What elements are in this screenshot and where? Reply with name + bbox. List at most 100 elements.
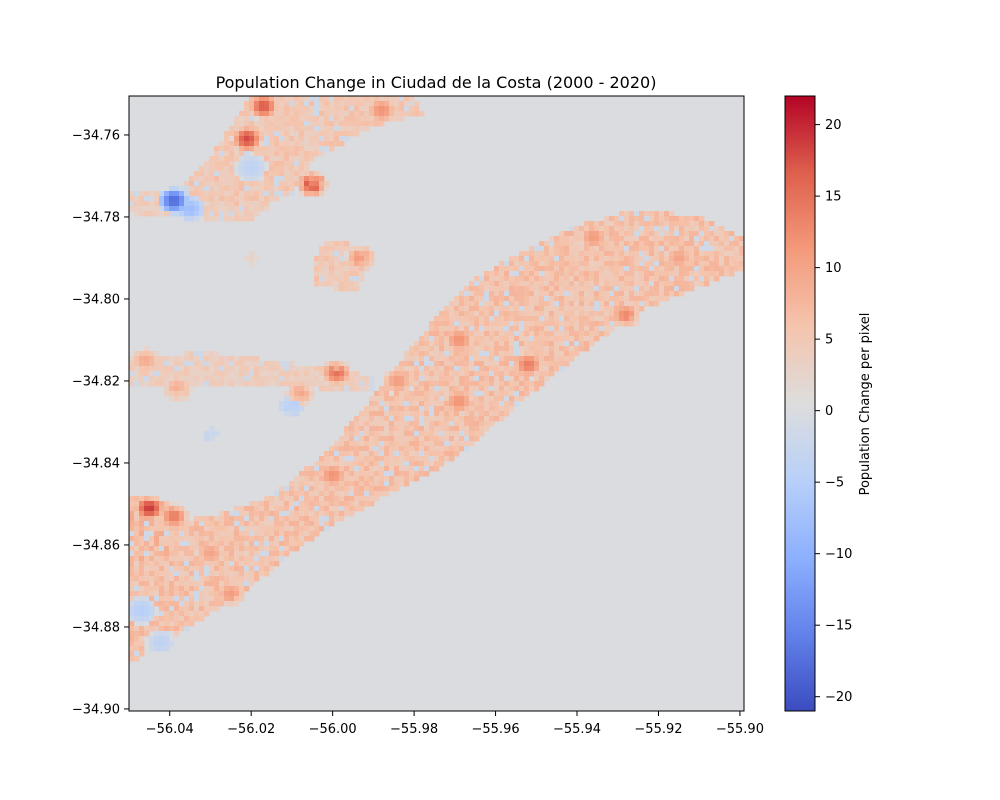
heatmap-cell: [679, 231, 685, 237]
heatmap-cell: [699, 236, 705, 242]
heatmap-cell: [384, 471, 390, 477]
heatmap-cell: [614, 316, 620, 322]
heatmap-cell: [309, 476, 315, 482]
heatmap-cell: [359, 446, 365, 452]
heatmap-cell: [329, 116, 335, 122]
heatmap-cell: [289, 106, 295, 112]
heatmap-cell: [179, 386, 185, 392]
heatmap-cell: [199, 171, 205, 177]
heatmap-cell: [484, 316, 490, 322]
heatmap-cell: [244, 206, 250, 212]
heatmap-cell: [254, 256, 260, 262]
heatmap-cell: [144, 626, 150, 632]
heatmap-cell: [469, 411, 475, 417]
heatmap-cell: [304, 476, 310, 482]
heatmap-cell: [694, 251, 700, 257]
heatmap-cell: [729, 256, 735, 262]
heatmap-cell: [189, 206, 195, 212]
heatmap-cell: [359, 246, 365, 252]
heatmap-cell: [504, 341, 510, 347]
heatmap-cell: [279, 486, 285, 492]
heatmap-cell: [139, 571, 145, 577]
heatmap-cell: [544, 291, 550, 297]
heatmap-cell: [184, 361, 190, 367]
heatmap-cell: [629, 231, 635, 237]
heatmap-cell: [219, 566, 225, 572]
heatmap-cell: [204, 211, 210, 217]
heatmap-cell: [334, 241, 340, 247]
heatmap-cell: [664, 271, 670, 277]
heatmap-cell: [234, 591, 240, 597]
heatmap-cell: [294, 376, 300, 382]
heatmap-cell: [179, 191, 185, 197]
heatmap-cell: [274, 126, 280, 132]
heatmap-cell: [234, 571, 240, 577]
heatmap-cell: [299, 491, 305, 497]
heatmap-cell: [384, 476, 390, 482]
heatmap-cell: [519, 356, 525, 362]
heatmap-cell: [519, 361, 525, 367]
heatmap-cell: [584, 286, 590, 292]
heatmap-cell: [554, 261, 560, 267]
heatmap-cell: [339, 481, 345, 487]
heatmap-cell: [249, 156, 255, 162]
heatmap-cell: [669, 261, 675, 267]
heatmap-cell: [239, 206, 245, 212]
heatmap-cell: [224, 146, 230, 152]
heatmap-cell: [184, 621, 190, 627]
heatmap-cell: [684, 281, 690, 287]
heatmap-cell: [439, 346, 445, 352]
heatmap-cell: [214, 606, 220, 612]
heatmap-cell: [684, 276, 690, 282]
heatmap-cell: [309, 496, 315, 502]
heatmap-cell: [574, 256, 580, 262]
heatmap-cell: [194, 586, 200, 592]
heatmap-cell: [169, 366, 175, 372]
heatmap-cell: [359, 496, 365, 502]
heatmap-cell: [324, 486, 330, 492]
heatmap-cell: [504, 301, 510, 307]
heatmap-cell: [264, 156, 270, 162]
heatmap-cell: [199, 206, 205, 212]
heatmap-cell: [584, 336, 590, 342]
heatmap-cell: [164, 636, 170, 642]
heatmap-cell: [239, 571, 245, 577]
heatmap-cell: [499, 411, 505, 417]
heatmap-cell: [309, 131, 315, 137]
heatmap-cell: [284, 526, 290, 532]
heatmap-cell: [614, 246, 620, 252]
heatmap-cell: [654, 261, 660, 267]
heatmap-cell: [254, 106, 260, 112]
heatmap-cell: [129, 656, 135, 662]
heatmap-cell: [549, 371, 555, 377]
heatmap-cell: [194, 546, 200, 552]
heatmap-cell: [489, 386, 495, 392]
heatmap-cell: [679, 286, 685, 292]
heatmap-cell: [504, 376, 510, 382]
heatmap-cell: [304, 526, 310, 532]
heatmap-cell: [449, 431, 455, 437]
heatmap-cell: [454, 446, 460, 452]
heatmap-cell: [524, 366, 530, 372]
heatmap-cell: [249, 111, 255, 117]
heatmap-cell: [234, 376, 240, 382]
heatmap-cell: [629, 246, 635, 252]
heatmap-cell: [699, 266, 705, 272]
heatmap-cell: [489, 321, 495, 327]
heatmap-cell: [299, 471, 305, 477]
heatmap-cell: [434, 371, 440, 377]
heatmap-cell: [134, 381, 140, 387]
heatmap-cell: [134, 536, 140, 542]
heatmap-cell: [509, 396, 515, 402]
heatmap-cell: [499, 406, 505, 412]
heatmap-cell: [164, 581, 170, 587]
heatmap-cell: [684, 231, 690, 237]
heatmap-cell: [234, 581, 240, 587]
heatmap-cell: [649, 216, 655, 222]
heatmap-cell: [709, 276, 715, 282]
heatmap-cell: [504, 286, 510, 292]
heatmap-cell: [154, 596, 160, 602]
heatmap-cell: [379, 386, 385, 392]
heatmap-cell: [209, 516, 215, 522]
heatmap-cell: [134, 581, 140, 587]
